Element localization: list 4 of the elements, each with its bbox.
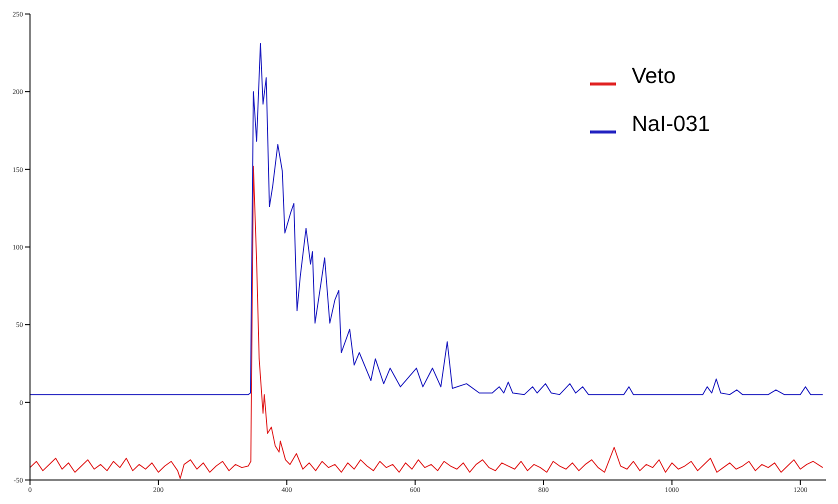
legend-label: Veto (632, 63, 676, 89)
line-series (30, 43, 824, 396)
line-series (30, 166, 824, 479)
legend-label: NaI-031 (632, 111, 710, 137)
